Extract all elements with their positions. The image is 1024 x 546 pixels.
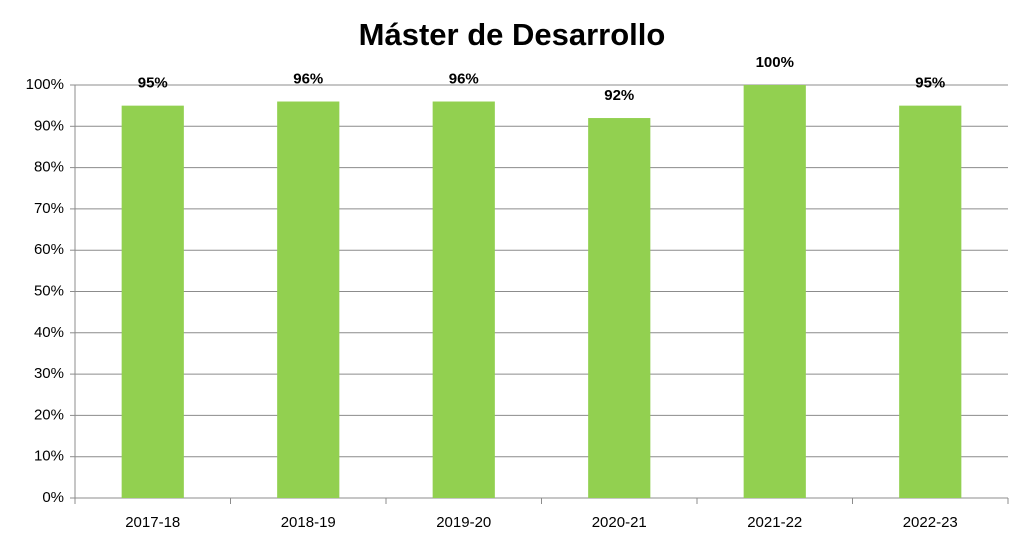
x-tick-label: 2021-22 [747, 514, 802, 531]
x-tick-label: 2017-18 [125, 514, 180, 531]
bar [899, 105, 962, 499]
value-label: 92% [604, 87, 634, 104]
bar [277, 101, 340, 499]
y-tick-label: 90% [34, 117, 64, 134]
x-tick-label: 2020-21 [592, 514, 647, 531]
bar [121, 105, 184, 499]
value-label: 95% [138, 75, 168, 92]
y-tick-label: 50% [34, 282, 64, 299]
value-label: 96% [293, 70, 323, 87]
y-tick-label: 80% [34, 159, 64, 176]
value-label: 96% [449, 70, 479, 87]
x-tick-label: 2019-20 [436, 514, 491, 531]
value-label: 100% [756, 54, 794, 71]
bar [743, 85, 806, 498]
y-tick-label: 30% [34, 365, 64, 382]
y-tick-label: 100% [26, 76, 64, 93]
bar [432, 101, 495, 499]
y-tick-label: 20% [34, 406, 64, 423]
value-label: 95% [915, 75, 945, 92]
y-tick-label: 70% [34, 200, 64, 217]
chart-title: Máster de Desarrollo [359, 17, 666, 52]
y-tick-label: 40% [34, 324, 64, 341]
x-tick-label: 2022-23 [903, 514, 958, 531]
y-tick-label: 60% [34, 241, 64, 258]
x-tick-label: 2018-19 [281, 514, 336, 531]
y-tick-label: 0% [42, 489, 64, 506]
y-tick-label: 10% [34, 448, 64, 465]
bar [588, 118, 651, 498]
